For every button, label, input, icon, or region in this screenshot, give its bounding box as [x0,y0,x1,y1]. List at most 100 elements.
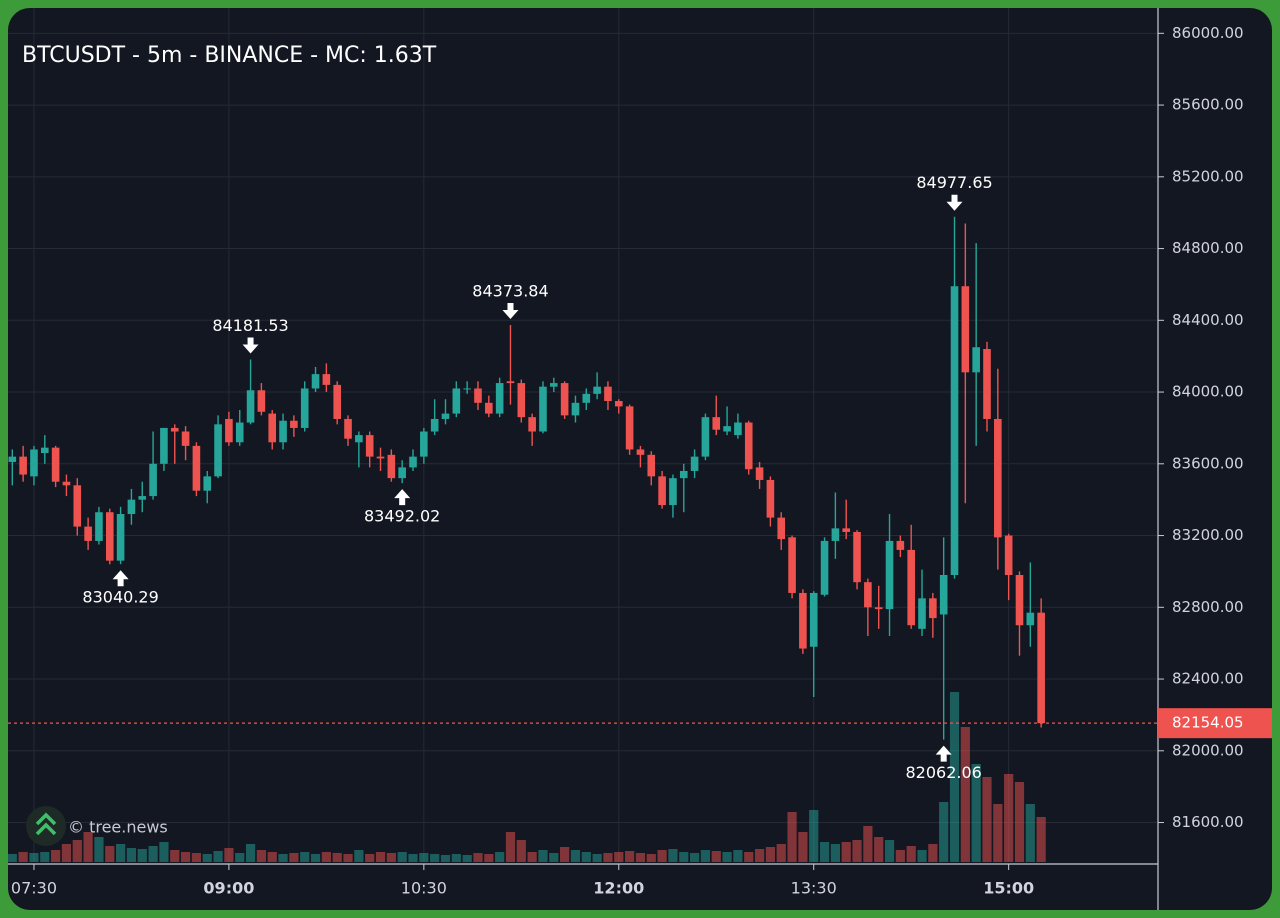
volume-bar [51,850,61,862]
candle-body [842,528,851,532]
candle-body [355,435,363,443]
candle-body [322,374,331,385]
candle-body [225,418,233,443]
candle-body [896,540,905,550]
candle-body [138,496,147,500]
y-tick-label: 82400.00 [1172,670,1244,688]
candle-body [766,479,775,518]
candle-body [485,402,493,414]
volume-bar [170,850,180,862]
candle-body [799,592,807,649]
candle-body [517,383,526,418]
candle-body [809,592,818,647]
candle-body [290,420,298,428]
candle-body [712,417,721,430]
candle-body [170,427,179,432]
volume-bar [180,852,191,862]
candle-body [994,418,1002,538]
volume-bar [148,846,158,862]
candle-body [181,431,190,446]
y-tick-label: 82000.00 [1172,741,1244,759]
x-tick-label: 10:30 [401,879,447,898]
volume-bar [711,851,721,862]
last-price-tag [1158,708,1272,739]
volume-bar [267,852,277,862]
volume-bar [1036,817,1046,862]
volume-bar [484,854,494,862]
volume-bar [332,853,342,862]
y-tick-label: 83200.00 [1172,526,1244,544]
volume-bar [94,837,104,862]
volume-bar [560,847,570,862]
volume-bar [798,832,808,862]
candle-body [636,449,645,455]
volume-bar [949,692,960,862]
candle-body [160,427,168,464]
volume-bar [993,804,1003,862]
candle-body [929,598,937,619]
volume-bar [516,840,526,862]
x-tick-label: 15:00 [983,879,1034,898]
candle-body [1004,535,1013,576]
volume-bar [625,851,635,862]
candle-body [679,470,688,479]
high-arrow [502,302,519,319]
volume-bar [365,854,375,862]
candle-body [777,517,786,540]
y-tick-label: 86000.00 [1172,24,1244,42]
candle-body [62,481,71,486]
watermark: © tree.news [26,806,168,846]
candle-body [235,422,244,443]
high-label: 84373.84 [472,281,548,300]
volume-bar [809,810,819,862]
high-arrow [946,194,963,211]
candle-body [506,381,515,384]
candle-body [300,388,309,428]
volume-bar [495,852,505,862]
grid [8,8,1158,862]
volume-bar [733,850,743,862]
candle-body [51,447,60,482]
candle-body [495,383,504,414]
candle-body [365,435,374,457]
x-tick-label: 12:00 [593,879,644,898]
candle-body [853,531,861,583]
candle-body [116,514,125,561]
candle-body [658,476,666,506]
candle-body [420,431,428,457]
y-tick-label: 84000.00 [1172,383,1244,401]
volume-bar [852,840,862,862]
volume-bar [29,853,39,862]
volume-bar [830,844,840,862]
candle-body [192,445,201,491]
candle-body [744,422,753,470]
candle-body [918,598,926,629]
volume-bar [343,854,353,862]
candle-layer: 84181.53 84373.84 84977.65 83040.29 83492.02… [8,173,1045,782]
low-label: 82062.06 [906,763,982,782]
volume-bar [430,854,440,862]
high-label: 84977.65 [916,173,992,192]
y-tick-label: 84800.00 [1172,239,1244,257]
volume-bar [419,853,429,862]
volume-bar [116,844,126,862]
volume-bar [245,844,256,862]
volume-bar [7,854,17,862]
candle-body [430,418,439,432]
candle-body [84,526,92,541]
volume-bar [906,846,916,862]
candle-body [820,540,829,595]
volume-bar [971,764,981,862]
candle-body [30,449,38,477]
y-tick-label: 85600.00 [1172,96,1244,114]
volume-bar [689,853,700,862]
candle-body [149,463,157,497]
volume-bar [72,840,82,862]
candle-body [463,388,471,390]
candle-body [452,388,461,414]
volume-bar [646,854,656,862]
candle-body [73,485,82,527]
volume-bar [1014,782,1025,862]
volume-bar [40,852,50,862]
volume-bar [451,854,461,862]
